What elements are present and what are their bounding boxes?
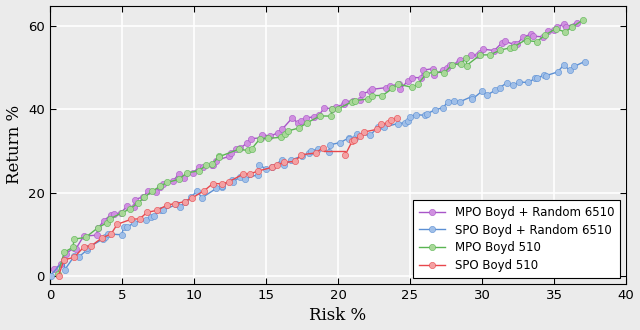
SPO Boyd 510 [172,202,179,206]
SPO Boyd 510 [54,274,62,278]
SPO Boyd 510 [188,196,196,200]
SPO Boyd 510 [225,180,232,184]
SPO Boyd 510 [88,244,95,248]
Line: MPO Boyd 510: MPO Boyd 510 [55,16,586,277]
SPO Boyd 510 [291,159,299,163]
SPO Boyd + Random 6510 [218,184,226,188]
SPO Boyd 510 [70,255,78,259]
SPO Boyd 510 [209,182,217,185]
SPO Boyd 510 [136,217,143,221]
SPO Boyd 510 [163,203,171,207]
MPO Boyd 510 [277,135,285,139]
SPO Boyd 510 [312,151,320,155]
SPO Boyd 510 [113,222,121,226]
SPO Boyd 510 [180,200,188,204]
MPO Boyd + Random 6510 [124,205,131,209]
MPO Boyd 510 [175,177,183,181]
MPO Boyd + Random 6510 [417,76,425,80]
MPO Boyd + Random 6510 [50,267,58,271]
SPO Boyd + Random 6510 [143,217,150,221]
SPO Boyd 510 [268,166,275,170]
SPO Boyd + Random 6510 [229,180,237,184]
SPO Boyd 510 [108,232,115,236]
Line: SPO Boyd 510: SPO Boyd 510 [56,145,326,279]
SPO Boyd 510 [98,236,106,240]
MPO Boyd + Random 6510 [550,28,557,32]
MPO Boyd + Random 6510 [573,20,581,24]
SPO Boyd 510 [218,182,226,186]
MPO Boyd + Random 6510 [209,163,216,167]
Line: SPO Boyd + Random 6510: SPO Boyd + Random 6510 [47,58,588,279]
MPO Boyd + Random 6510 [498,41,506,45]
MPO Boyd 510 [209,162,216,166]
SPO Boyd + Random 6510 [212,186,220,190]
MPO Boyd + Random 6510 [479,47,487,51]
SPO Boyd + Random 6510 [315,147,323,151]
X-axis label: Risk %: Risk % [309,308,367,324]
MPO Boyd 510 [579,18,587,22]
SPO Boyd 510 [297,153,305,157]
SPO Boyd 510 [246,172,253,176]
SPO Boyd 510 [153,208,161,212]
SPO Boyd 510 [200,188,208,192]
SPO Boyd + Random 6510 [47,274,54,278]
SPO Boyd + Random 6510 [580,60,588,64]
SPO Boyd 510 [80,245,88,249]
SPO Boyd 510 [239,172,247,176]
SPO Boyd + Random 6510 [542,74,550,78]
Y-axis label: Return %: Return % [6,105,22,184]
Legend: MPO Boyd + Random 6510, SPO Boyd + Random 6510, MPO Boyd 510, SPO Boyd 510: MPO Boyd + Random 6510, SPO Boyd + Rando… [413,200,620,278]
SPO Boyd 510 [143,211,151,214]
MPO Boyd 510 [506,46,514,50]
SPO Boyd 510 [280,160,288,164]
MPO Boyd 510 [328,114,335,118]
MPO Boyd 510 [54,272,61,276]
MPO Boyd 510 [561,30,569,34]
SPO Boyd 510 [319,146,326,149]
Line: MPO Boyd + Random 6510: MPO Boyd + Random 6510 [51,19,580,272]
SPO Boyd 510 [127,217,135,221]
SPO Boyd 510 [273,163,281,167]
SPO Boyd 510 [254,169,262,173]
SPO Boyd 510 [60,258,68,262]
